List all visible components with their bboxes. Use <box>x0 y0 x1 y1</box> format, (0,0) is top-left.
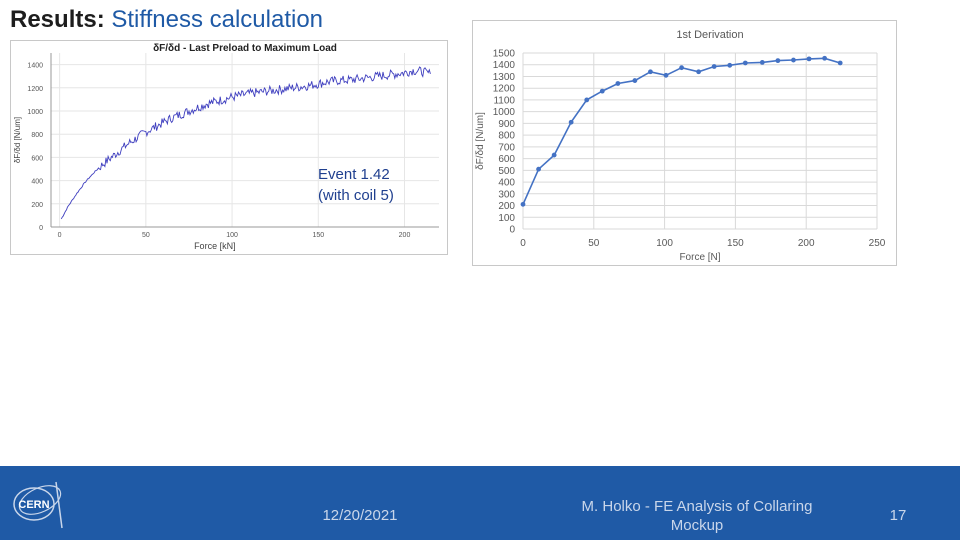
right-data-point <box>806 56 812 62</box>
right-x-tick-label: 50 <box>588 238 600 249</box>
left-y-tick-label: 200 <box>31 202 43 209</box>
right-y-tick-label: 400 <box>498 178 515 189</box>
right-x-tick-label: 200 <box>798 238 815 249</box>
right-data-point <box>551 152 557 158</box>
right-y-tick-label: 600 <box>498 154 515 165</box>
right-y-tick-label: 1000 <box>493 107 516 118</box>
footer-date: 12/20/2021 <box>322 507 398 524</box>
cern-logo: CERN <box>13 481 63 529</box>
right-data-point <box>536 166 541 172</box>
right-data-point <box>837 60 843 66</box>
cern-logo-ring <box>13 487 55 521</box>
right-y-tick-label: 700 <box>498 142 515 153</box>
right-x-tick-label: 150 <box>727 238 744 249</box>
slide-title-bold: Results: <box>10 6 105 33</box>
right-data-point <box>632 78 638 83</box>
right-data-point <box>759 59 765 65</box>
footer-author: M. Holko - FE Analysis of Collaring Mock… <box>581 498 813 534</box>
right-chart-panel: 1st Derivation 0 100 200 300 400 500 600 700 800 9… <box>472 20 897 266</box>
right-x-tick-label: 0 <box>520 238 526 249</box>
left-y-tick-label: 1000 <box>27 109 43 116</box>
left-x-axis-label: Force [kN] <box>194 241 236 251</box>
left-x-tick-label: 200 <box>399 232 411 239</box>
right-data-point <box>663 72 669 78</box>
left-x-tick-label: 150 <box>312 232 324 239</box>
right-y-tick-label: 200 <box>498 201 515 212</box>
right-y-tick-label: 500 <box>498 166 515 177</box>
left-y-tick-label: 400 <box>31 179 43 186</box>
cern-logo-orbit <box>18 485 62 515</box>
footer-bar: CERN 12/20/2021 M. Holko - FE Analysis o… <box>0 466 960 540</box>
right-data-point <box>615 81 621 86</box>
right-y-tick-label: 800 <box>498 131 515 142</box>
left-y-tick-label: 800 <box>31 132 43 139</box>
right-y-tick-label: 1100 <box>493 95 515 106</box>
cern-logo-beam <box>55 481 63 529</box>
right-y-tick-label: 100 <box>498 213 515 224</box>
event-label: Event 1.42 (with coil 5) <box>318 164 394 206</box>
left-chart-title: δF/δd - Last Preload to Maximum Load <box>153 43 337 54</box>
left-y-tick-label: 1400 <box>27 63 43 70</box>
right-data-point <box>696 69 701 75</box>
right-y-tick-label: 1200 <box>493 84 516 95</box>
right-data-point <box>520 201 526 207</box>
right-data-point <box>822 55 828 61</box>
left-chart: δF/δd - Last Preload to Maximum Load 0 200… <box>13 43 439 251</box>
right-y-tick-label: 0 <box>509 225 515 236</box>
left-series-line <box>60 66 431 220</box>
slide-title-subtitle: Stiffness calculation <box>104 6 324 33</box>
right-data-point <box>742 60 748 66</box>
right-y-tick-label: 1500 <box>493 49 516 60</box>
right-data-point <box>679 65 684 71</box>
right-data-point <box>711 64 717 69</box>
left-y-tick-label: 600 <box>31 155 43 162</box>
right-y-axis-label: δF/δd [N/um] <box>475 112 486 170</box>
right-data-point <box>727 62 733 68</box>
left-chart-panel: δF/δd - Last Preload to Maximum Load 0 200… <box>10 40 448 255</box>
right-y-tick-label: 1400 <box>493 60 516 71</box>
right-chart: 1st Derivation01002003004005006007008009… <box>475 29 886 263</box>
right-x-axis-label: Force [N] <box>679 252 720 263</box>
footer-page-number: 17 <box>889 507 907 524</box>
left-y-tick-label: 0 <box>39 225 43 232</box>
right-chart-title: 1st Derivation <box>676 29 743 41</box>
right-x-tick-label: 100 <box>656 238 673 249</box>
right-data-point <box>584 97 590 103</box>
left-y-tick-label: 1200 <box>27 86 43 93</box>
cern-logo-text: CERN <box>18 499 49 511</box>
event-label-line2: (with coil 5) <box>318 187 394 204</box>
event-label-line1: Event 1.42 <box>318 166 390 183</box>
left-x-tick-label: 0 <box>58 232 62 239</box>
left-x-tick-label: 50 <box>142 232 150 239</box>
right-y-tick-label: 900 <box>498 119 515 130</box>
right-y-tick-label: 1300 <box>493 72 516 83</box>
right-data-point <box>599 88 605 94</box>
left-x-tick-label: 100 <box>226 232 238 239</box>
right-data-point <box>791 57 796 63</box>
right-y-tick-label: 300 <box>498 189 515 200</box>
right-data-point <box>568 119 574 125</box>
right-data-point <box>648 69 653 75</box>
right-x-tick-label: 250 <box>869 238 886 249</box>
slide-title: Results: Stiffness calculation <box>10 6 323 34</box>
right-data-point <box>775 58 781 64</box>
left-y-axis-label: δF/δd [N/um] <box>13 117 22 163</box>
